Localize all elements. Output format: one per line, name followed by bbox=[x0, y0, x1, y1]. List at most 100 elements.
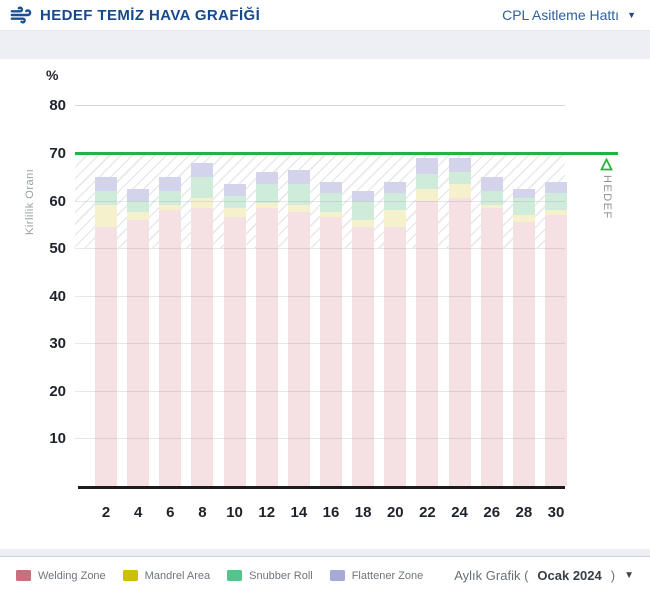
bar-day-12[interactable] bbox=[255, 172, 278, 486]
bar-day-8[interactable] bbox=[191, 162, 214, 486]
bar-day-16[interactable] bbox=[320, 181, 342, 486]
bottom-spacer bbox=[0, 549, 650, 557]
bar-segment-snubber-roll bbox=[384, 193, 407, 211]
bar-segment-snubber-roll bbox=[545, 193, 567, 211]
bar-day-28[interactable] bbox=[512, 188, 535, 486]
period-suffix: ) bbox=[610, 568, 616, 583]
bar-segment-welding-zone bbox=[448, 198, 471, 486]
x-tick-label: 2 bbox=[101, 504, 111, 521]
legend-label: Flattener Zone bbox=[351, 569, 424, 582]
app-header: HEDEF TEMİZ HAVA GRAFİĞİ CPL Asitleme Ha… bbox=[0, 0, 650, 31]
bar-segment-welding-zone bbox=[352, 226, 375, 486]
legend-swatch bbox=[122, 570, 138, 581]
bar-segment-flattener-zone bbox=[127, 188, 150, 201]
bar-segment-snubber-roll bbox=[223, 195, 246, 208]
bar-segment-welding-zone bbox=[545, 214, 567, 486]
gridline-10 bbox=[75, 438, 565, 440]
bar-segment-snubber-roll bbox=[352, 200, 375, 220]
bar-day-18[interactable] bbox=[352, 191, 375, 486]
bar-segment-mandrel-area bbox=[159, 205, 182, 211]
bar-segment-flattener-zone bbox=[159, 176, 182, 192]
chevron-down-icon: ▼ bbox=[627, 9, 636, 20]
x-tick-label: 10 bbox=[226, 504, 243, 521]
chart-area: % Kirlilik Oranı 2 4 6 8 10 12 14 16 18 20 22 24 26 2… bbox=[0, 59, 650, 549]
y-axis-unit: % bbox=[46, 67, 59, 83]
bar-segment-mandrel-area bbox=[448, 183, 471, 199]
bar-segment-flattener-zone bbox=[95, 176, 117, 192]
bar-segment-mandrel-area bbox=[223, 207, 246, 218]
bar-day-20[interactable] bbox=[384, 181, 407, 486]
bar-segment-mandrel-area bbox=[191, 198, 214, 208]
gridline-80 bbox=[75, 105, 565, 107]
gridline-30 bbox=[75, 343, 565, 345]
x-tick-label: 30 bbox=[547, 504, 565, 521]
bar-segment-snubber-roll bbox=[95, 191, 117, 206]
bar-day-30[interactable] bbox=[545, 181, 567, 486]
bar-day-10[interactable] bbox=[223, 183, 246, 486]
bar-segment-flattener-zone bbox=[191, 162, 214, 177]
x-tick-label: 24 bbox=[451, 504, 468, 521]
x-tick-label: 4 bbox=[133, 504, 143, 521]
chevron-down-icon: ▼ bbox=[624, 569, 634, 581]
y-tick-label: 80 bbox=[49, 97, 66, 115]
bar-segment-welding-zone bbox=[480, 207, 503, 486]
bar-day-14[interactable] bbox=[287, 169, 310, 486]
y-tick-label: 10 bbox=[49, 430, 66, 448]
bar-segment-snubber-roll bbox=[480, 191, 503, 206]
app-footer: Welding Zone Mandrel Area Snubber Roll Flat… bbox=[0, 557, 650, 594]
bar-segment-welding-zone bbox=[95, 226, 117, 486]
bar-segment-snubber-roll bbox=[255, 183, 278, 203]
top-spacer bbox=[0, 31, 650, 59]
bar-segment-welding-zone bbox=[255, 207, 278, 486]
bar-segment-flattener-zone bbox=[255, 172, 278, 184]
bar-segment-snubber-roll bbox=[320, 193, 342, 213]
bar-segment-welding-zone bbox=[320, 217, 342, 486]
legend-item-snubber-roll[interactable]: Snubber Roll bbox=[227, 570, 313, 582]
period-value: Ocak 2024 bbox=[537, 568, 602, 583]
bar-segment-flattener-zone bbox=[223, 183, 246, 196]
bar-segment-welding-zone bbox=[416, 200, 439, 486]
legend-label: Mandrel Area bbox=[144, 569, 211, 582]
bar-segment-flattener-zone bbox=[320, 181, 342, 194]
bar-segment-mandrel-area bbox=[384, 210, 407, 227]
bar-day-26[interactable] bbox=[480, 176, 503, 486]
bar-day-2[interactable] bbox=[95, 176, 117, 486]
target-arrow-icon bbox=[600, 157, 613, 176]
x-tick-label: 18 bbox=[354, 504, 372, 521]
bar-segment-mandrel-area bbox=[416, 188, 439, 201]
bar-day-6[interactable] bbox=[159, 176, 182, 486]
y-tick-label: 30 bbox=[49, 335, 66, 353]
legend-swatch bbox=[16, 570, 31, 581]
bar-segment-snubber-roll bbox=[287, 183, 310, 206]
y-tick-label: 40 bbox=[49, 287, 66, 305]
bar-segment-flattener-zone bbox=[545, 181, 567, 194]
bar-segment-snubber-roll bbox=[448, 172, 471, 184]
x-tick-label: 12 bbox=[258, 504, 276, 521]
legend-item-flattener-zone[interactable]: Flattener Zone bbox=[329, 569, 424, 582]
legend-label: Snubber Roll bbox=[249, 569, 313, 582]
x-tick-label: 14 bbox=[290, 504, 308, 521]
legend-item-welding-zone[interactable]: Welding Zone bbox=[16, 570, 106, 582]
period-selector-dropdown[interactable]: Aylık Grafik ( Ocak 2024 ) ▼ bbox=[454, 568, 634, 583]
bar-segment-welding-zone bbox=[512, 222, 535, 486]
x-tick-label: 8 bbox=[198, 504, 207, 521]
bar-segment-flattener-zone bbox=[287, 169, 310, 184]
bar-segment-mandrel-area bbox=[480, 205, 503, 208]
bar-segment-flattener-zone bbox=[448, 157, 471, 173]
bar-day-4[interactable] bbox=[127, 188, 150, 486]
bar-day-22[interactable] bbox=[416, 157, 439, 486]
line-selector-dropdown[interactable]: CPL Asitleme Hattı ▼ bbox=[502, 7, 636, 23]
period-prefix: Aylık Grafik ( bbox=[454, 568, 529, 583]
x-tick-label: 6 bbox=[166, 504, 175, 521]
bar-segment-flattener-zone bbox=[416, 157, 439, 175]
legend-label: Welding Zone bbox=[38, 569, 106, 582]
y-tick-label: 20 bbox=[49, 382, 66, 400]
bar-segment-mandrel-area bbox=[287, 205, 310, 213]
bar-segment-mandrel-area bbox=[352, 219, 375, 227]
legend-swatch bbox=[227, 570, 243, 581]
y-tick-label: 50 bbox=[49, 240, 66, 258]
bar-segment-flattener-zone bbox=[512, 188, 535, 199]
y-tick-label: 70 bbox=[49, 145, 66, 162]
legend-item-mandrel-area[interactable]: Mandrel Area bbox=[122, 569, 211, 582]
bar-day-24[interactable] bbox=[448, 157, 471, 486]
